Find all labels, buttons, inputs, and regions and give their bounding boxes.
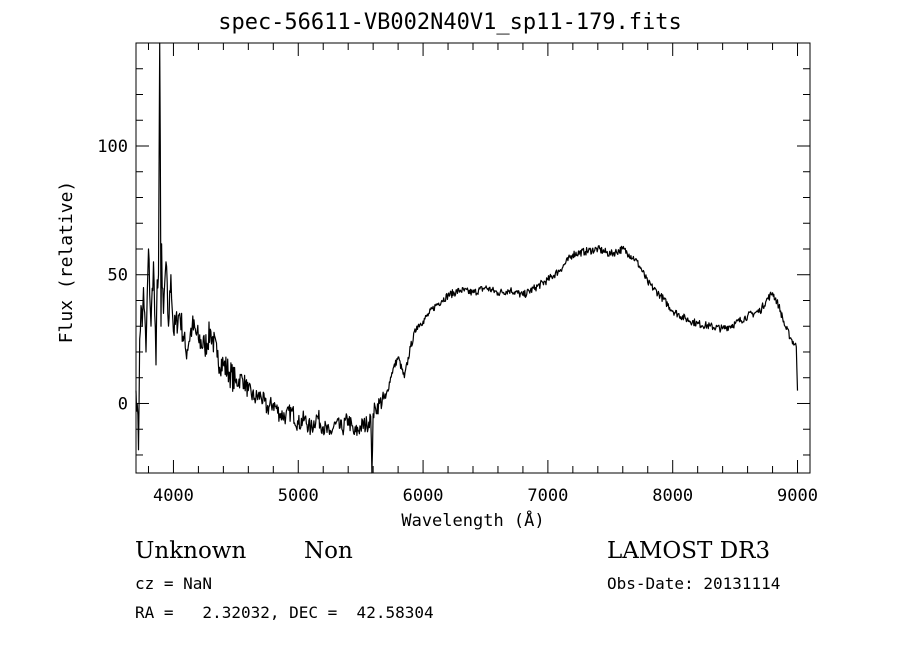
obs-date: Obs-Date: 20131114	[607, 574, 781, 593]
x-tick-label: 8000	[652, 486, 693, 506]
x-tick-label: 4000	[153, 486, 194, 506]
y-tick-label: 0	[118, 394, 128, 414]
axis-ticks	[136, 42, 810, 473]
chart-title: spec-56611-VB002N40V1_sp11-179.fits	[218, 10, 682, 35]
ra-dec-readout: RA = 2.32032, DEC = 42.58304	[135, 603, 434, 622]
redshift-readout: cz = NaN	[135, 574, 213, 593]
x-tick-label: 5000	[278, 486, 319, 506]
y-axis-label: Flux (relative)	[56, 181, 77, 344]
x-tick-label: 9000	[777, 486, 818, 506]
object-subclass: Non	[304, 538, 353, 564]
axis-tick-labels: 4000 5000 6000 7000 8000 9000 0 50 100	[97, 137, 818, 506]
x-tick-label: 7000	[527, 486, 568, 506]
survey-name: LAMOST DR3	[607, 538, 771, 564]
spectrum-line	[135, 42, 799, 474]
x-axis-label: Wavelength (Å)	[401, 511, 545, 531]
plot-frame	[135, 42, 811, 474]
object-class: Unknown	[135, 538, 247, 564]
y-tick-label: 50	[108, 266, 128, 286]
y-tick-label: 100	[97, 137, 128, 157]
x-tick-label: 6000	[403, 486, 444, 506]
